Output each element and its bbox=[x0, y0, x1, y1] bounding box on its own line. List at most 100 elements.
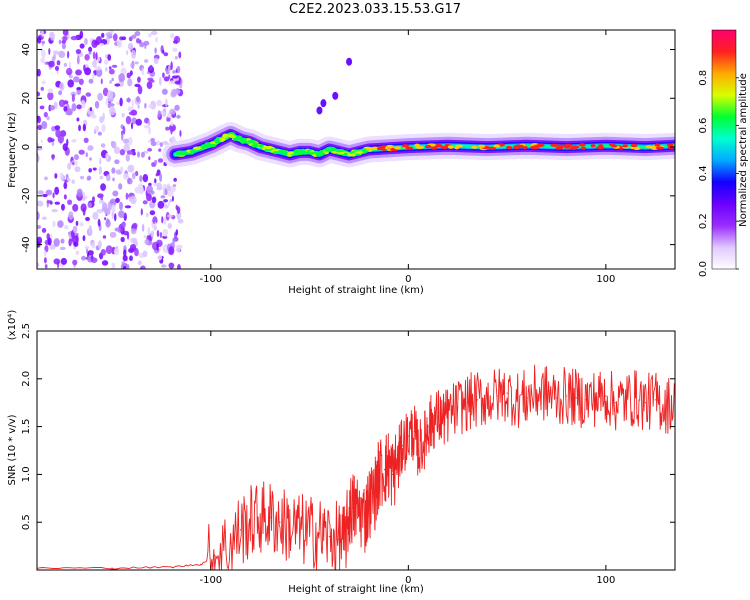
ridge-peak bbox=[288, 151, 294, 155]
snr-point bbox=[111, 567, 113, 569]
noise-blob bbox=[109, 80, 113, 84]
noise-blob bbox=[116, 39, 123, 48]
noise-blob bbox=[37, 200, 44, 207]
noise-blob bbox=[46, 200, 53, 204]
noise-blob bbox=[129, 243, 137, 251]
snr-panel: -100 0 100 0.5 1.0 1.5 2.0 2.5 Height of straig… bbox=[7, 310, 676, 595]
noise-blob bbox=[121, 61, 124, 66]
noise-blob bbox=[65, 173, 69, 180]
noise-blob bbox=[63, 62, 68, 67]
noise-blob bbox=[148, 103, 153, 109]
spectrogram-marks bbox=[37, 30, 675, 269]
x-tick-label: 100 bbox=[596, 274, 615, 285]
snr-point bbox=[378, 473, 380, 475]
noise-blob bbox=[165, 126, 170, 131]
noise-blob bbox=[179, 130, 182, 137]
ridge-peak bbox=[578, 143, 586, 147]
noise-blob bbox=[71, 93, 75, 103]
snr-point bbox=[417, 449, 419, 452]
noise-blob bbox=[143, 234, 147, 239]
spectrogram-panel: -100 0 100 -40 -20 0 20 40 Height of straight l… bbox=[7, 29, 676, 296]
noise-blob bbox=[171, 136, 176, 142]
noise-blob bbox=[85, 92, 92, 97]
noise-blob bbox=[162, 49, 165, 55]
ridge-peak bbox=[555, 146, 564, 150]
noise-blob bbox=[95, 52, 98, 61]
noise-blob bbox=[67, 162, 72, 171]
noise-blob bbox=[43, 250, 47, 256]
noise-blob bbox=[54, 173, 58, 179]
noise-blob bbox=[169, 199, 173, 203]
noise-blob bbox=[150, 141, 157, 147]
noise-blob bbox=[44, 61, 47, 65]
noise-blob bbox=[52, 50, 60, 55]
noise-blob bbox=[157, 158, 164, 163]
noise-blob bbox=[51, 140, 55, 147]
noise-blob bbox=[40, 86, 44, 91]
noise-blob bbox=[56, 60, 61, 66]
snr-axes: -100 0 100 0.5 1.0 1.5 2.0 2.5 bbox=[21, 323, 675, 586]
noise-blob bbox=[123, 230, 129, 236]
noise-blob bbox=[127, 42, 134, 51]
noise-blob bbox=[81, 255, 87, 261]
noise-blob bbox=[100, 78, 103, 85]
colorbar: 0.0 0.2 0.4 0.6 0.8 Normalized spectral ampl… bbox=[698, 29, 749, 277]
ridge-peak bbox=[240, 140, 249, 144]
noise-blob bbox=[161, 216, 164, 224]
noise-blob bbox=[85, 216, 90, 222]
noise-blob bbox=[44, 257, 47, 264]
noise-blob bbox=[154, 178, 157, 184]
noise-blob bbox=[148, 156, 151, 161]
noise-blob bbox=[111, 64, 118, 68]
noise-blob bbox=[37, 236, 43, 245]
noise-blob bbox=[140, 151, 145, 158]
noise-blob bbox=[119, 201, 123, 211]
noise-blob bbox=[71, 179, 75, 184]
noise-blob bbox=[82, 123, 87, 132]
noise-blob bbox=[68, 75, 73, 79]
ridge-peak bbox=[478, 144, 486, 148]
noise-blob bbox=[146, 212, 149, 218]
noise-blob bbox=[85, 152, 88, 158]
ridge-peak bbox=[194, 146, 202, 150]
noise-blob bbox=[106, 173, 111, 182]
noise-blob bbox=[109, 106, 116, 116]
noise-blob bbox=[78, 149, 85, 155]
y-tick-label: -40 bbox=[21, 236, 32, 252]
noise-blob bbox=[175, 204, 178, 211]
snr-point bbox=[496, 395, 498, 397]
noise-blob bbox=[159, 232, 163, 238]
noise-blob bbox=[125, 192, 129, 200]
snr-point bbox=[170, 566, 172, 568]
noise-blob bbox=[172, 70, 176, 74]
noise-blob bbox=[166, 185, 171, 192]
noise-blob bbox=[76, 188, 83, 198]
noise-blob bbox=[99, 158, 102, 165]
noise-blob bbox=[123, 143, 130, 153]
noise-blob bbox=[126, 177, 133, 185]
ridge-peak bbox=[355, 150, 364, 154]
noise-blob bbox=[37, 225, 41, 229]
noise-blob bbox=[138, 183, 144, 190]
snr-point bbox=[413, 430, 415, 432]
noise-blob bbox=[130, 227, 137, 235]
noise-blob bbox=[119, 149, 126, 156]
noise-blob bbox=[67, 50, 70, 59]
noise-blob bbox=[158, 148, 162, 152]
noise-blob bbox=[156, 186, 163, 191]
snr-point bbox=[585, 399, 587, 401]
noise-blob bbox=[100, 183, 107, 191]
noise-blob bbox=[124, 205, 132, 209]
snr-point bbox=[486, 397, 488, 399]
noise-blob bbox=[84, 53, 90, 61]
noise-blob bbox=[87, 202, 93, 208]
noise-blob bbox=[142, 250, 148, 258]
noise-blob bbox=[54, 186, 60, 196]
noise-blob bbox=[103, 59, 109, 65]
noise-blob bbox=[62, 143, 68, 152]
noise-blob bbox=[72, 225, 78, 234]
noise-blob bbox=[161, 264, 167, 268]
noise-blob bbox=[166, 118, 171, 122]
noise-blob bbox=[54, 125, 61, 130]
snr-point bbox=[229, 542, 232, 544]
